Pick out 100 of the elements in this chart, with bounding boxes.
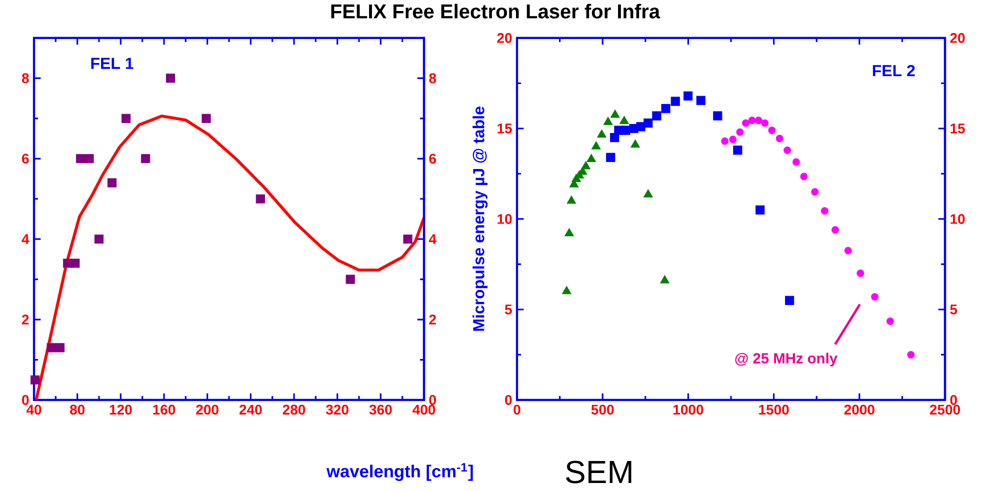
point (610, 110, 620, 118)
point (733, 146, 742, 155)
point (696, 96, 706, 105)
point (122, 114, 131, 123)
point (871, 293, 879, 301)
point (670, 96, 680, 106)
line-series (34, 114, 426, 402)
x-tick-label: 0 (514, 404, 520, 415)
y-tick-label: 4 (22, 234, 30, 244)
point (166, 74, 176, 83)
point (742, 119, 750, 127)
x-tick-label: 2500 (930, 404, 960, 415)
point (202, 114, 211, 123)
y-tick-label: 10 (498, 214, 512, 224)
y-tick-label: 0 (505, 395, 512, 405)
point (844, 246, 852, 254)
x-tick-label: 1500 (759, 404, 789, 415)
point (748, 116, 756, 124)
point (256, 194, 265, 204)
point (30, 375, 40, 384)
point (84, 154, 94, 164)
point (800, 172, 808, 180)
point (643, 189, 653, 198)
point (70, 258, 80, 268)
annotation: @ 25 MHz only (735, 352, 838, 366)
y2-tick-label: 0 (429, 395, 436, 405)
point (785, 296, 794, 305)
point (603, 116, 613, 125)
point (630, 139, 640, 148)
point (644, 118, 653, 128)
point (581, 161, 590, 170)
point (346, 274, 355, 284)
point (907, 351, 915, 358)
point (820, 207, 828, 215)
x-tick-label: 360 (369, 404, 392, 415)
point (107, 178, 117, 188)
point (652, 111, 662, 120)
point (621, 126, 630, 135)
point (566, 196, 576, 204)
point (886, 318, 894, 325)
y2-tick-label: 6 (429, 154, 436, 164)
point (564, 228, 574, 236)
point (736, 128, 744, 136)
y2-tick-label: 4 (428, 234, 436, 244)
annotation: FEL 1 (91, 58, 134, 69)
x-tick-label: 120 (110, 404, 132, 415)
point (562, 286, 572, 294)
point (768, 126, 776, 134)
point (832, 226, 839, 234)
point (713, 111, 722, 120)
y-tick-label: 6 (22, 154, 29, 164)
point (729, 136, 737, 144)
x-tick-label: 240 (239, 404, 262, 415)
x-tick-label: 160 (153, 404, 176, 415)
point (46, 343, 56, 352)
x-tick-label: 40 (26, 404, 42, 415)
x-tick-label: 200 (196, 404, 218, 415)
y-tick-label: 0 (22, 395, 29, 405)
text: SEM (566, 460, 632, 484)
point (792, 158, 800, 166)
y2-tick-label: 0 (950, 395, 957, 405)
x-tick-label: 280 (282, 404, 306, 415)
point (591, 141, 601, 150)
y-tick-label: 8 (22, 73, 29, 84)
point (141, 154, 150, 164)
point (776, 134, 784, 142)
point (403, 234, 412, 244)
point (55, 343, 65, 352)
x-tick-label: 1000 (674, 404, 704, 415)
point (761, 119, 769, 127)
text: FELIX Free Electron Laser for Infra (331, 4, 660, 18)
y-tick-label: 2 (22, 314, 29, 324)
y-tick-label: 20 (497, 33, 512, 43)
x-tick-label: 320 (326, 404, 348, 415)
point (661, 104, 670, 114)
y2-tick-label: 5 (950, 304, 958, 314)
point (856, 270, 864, 278)
y2-tick-label: 2 (429, 314, 436, 324)
x-tick-label: 500 (591, 404, 614, 415)
point (76, 154, 86, 164)
point (754, 116, 762, 124)
point (784, 146, 792, 154)
point (586, 154, 596, 162)
point (660, 275, 670, 284)
point (597, 129, 606, 138)
x-tick-label: 400 (412, 404, 436, 415)
y2-tick-label: 15 (950, 124, 965, 134)
x-tick-label: 2000 (844, 404, 874, 415)
point (683, 91, 693, 100)
point (620, 116, 629, 124)
point (811, 188, 819, 196)
y-tick-label: 15 (498, 124, 512, 134)
y-axis-title: Micropulse energy µJ @ table (472, 106, 488, 331)
y2-tick-label: 8 (429, 73, 436, 84)
x-tick-label: 80 (70, 404, 85, 415)
y-tick-label: 5 (504, 304, 512, 314)
y2-tick-label: 10 (950, 214, 965, 224)
annotation: FEL 2 (872, 64, 915, 76)
point (606, 152, 616, 162)
x-axis-title: wavelength [cm$^{-1}$] (326, 463, 473, 481)
